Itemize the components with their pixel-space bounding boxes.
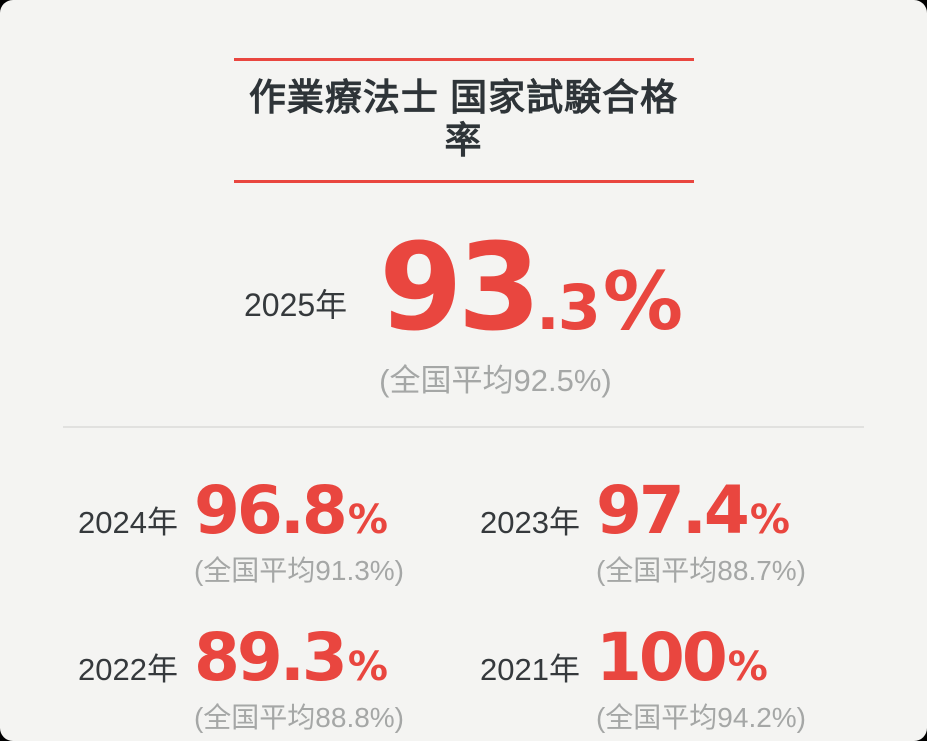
hero-pass-rate-integer: 93 [379,219,541,359]
hero-stat-2025: 2025年 93.3% (全国平均92.5%) [0,229,927,400]
section-divider [63,426,864,429]
stat-2024: 2024年 96.8% (全国平均91.3%) [78,478,480,589]
stat-pass-rate-value: 89.3 [193,619,348,697]
hero-percent-sign: % [602,255,684,349]
stat-year-label: 2024年 [78,505,178,541]
stat-pass-rate: 97.4% [596,478,806,544]
stat-value-block: 96.8% (全国平均91.3%) [194,478,404,589]
hero-year-label: 2025年 [243,287,348,324]
stat-value-block: 97.4% (全国平均88.7%) [596,478,806,589]
stat-2022: 2022年 89.3% (全国平均88.8%) [78,625,480,736]
stat-percent-sign: % [347,644,388,691]
stat-value-block: 89.3% (全国平均88.8%) [194,625,404,736]
stat-national-average: (全国平均88.8%) [193,702,405,734]
stat-year-label: 2023年 [480,505,580,541]
stat-percent-sign: % [749,497,790,544]
stat-national-average: (全国平均88.7%) [595,555,807,587]
stat-percent-sign: % [347,497,388,544]
title-banner: 作業療法士 国家試験合格率 [233,58,694,184]
hero-national-average: (全国平均92.5%) [379,363,612,399]
hero-pass-rate: 93.3% [379,229,683,349]
hero-value-block: 93.3% (全国平均92.5%) [379,229,683,400]
page-title: 作業療法士 国家試験合格率 [248,77,679,161]
stat-value-block: 100% (全国平均94.2%) [596,625,806,736]
stats-grid: 2024年 96.8% (全国平均91.3%) 2023年 97.4% (全国平… [0,478,927,736]
stat-pass-rate-value: 96.8 [193,472,348,550]
stat-pass-rate: 100% [596,625,806,691]
stat-percent-sign: % [727,644,768,691]
stat-pass-rate-value: 97.4 [595,472,750,550]
stat-year-label: 2021年 [480,652,580,688]
stat-pass-rate: 89.3% [194,625,404,691]
hero-pass-rate-decimal: .3 [536,271,601,345]
stat-year-label: 2022年 [78,652,178,688]
stat-pass-rate-value: 100 [595,619,728,697]
stat-national-average: (全国平均91.3%) [193,555,405,587]
stat-national-average: (全国平均94.2%) [595,702,807,734]
stat-2023: 2023年 97.4% (全国平均88.7%) [480,478,927,589]
stat-pass-rate: 96.8% [194,478,404,544]
stat-2021: 2021年 100% (全国平均94.2%) [480,625,927,736]
